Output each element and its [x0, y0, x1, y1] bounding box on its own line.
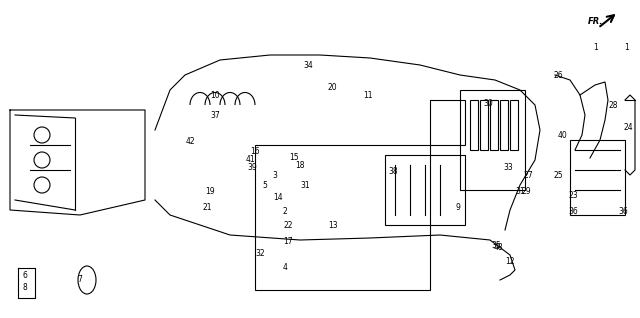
- Text: 3: 3: [273, 170, 277, 179]
- Text: 40: 40: [558, 130, 568, 140]
- Text: 34: 34: [303, 60, 313, 70]
- Text: 2: 2: [283, 208, 287, 217]
- Text: 38: 38: [388, 168, 398, 176]
- Text: 21: 21: [202, 204, 212, 212]
- Bar: [500, 100, 508, 150]
- Text: 35: 35: [491, 240, 501, 250]
- Bar: [430, 100, 465, 145]
- Text: 16: 16: [250, 148, 260, 156]
- Bar: [510, 100, 518, 150]
- Text: 12: 12: [505, 258, 515, 266]
- Text: 29: 29: [521, 188, 531, 197]
- Text: 28: 28: [608, 100, 618, 109]
- Text: 26: 26: [553, 71, 563, 80]
- Text: 27: 27: [523, 170, 533, 179]
- Text: 42: 42: [185, 137, 195, 147]
- Text: 31: 31: [300, 181, 310, 190]
- Text: 33: 33: [503, 163, 513, 172]
- Text: 14: 14: [273, 193, 283, 203]
- Text: 41: 41: [245, 156, 255, 164]
- Text: 25: 25: [553, 170, 563, 179]
- Bar: [480, 100, 488, 150]
- Text: 23: 23: [568, 190, 578, 199]
- Text: 48: 48: [493, 244, 503, 252]
- Text: 36: 36: [618, 208, 628, 217]
- Text: 8: 8: [22, 284, 28, 293]
- Bar: [460, 90, 525, 190]
- Bar: [490, 100, 498, 150]
- Bar: [470, 100, 478, 150]
- Text: 37: 37: [210, 110, 220, 120]
- Text: 1: 1: [625, 44, 629, 52]
- Text: 5: 5: [262, 181, 268, 190]
- Text: 19: 19: [205, 188, 215, 197]
- Text: 11: 11: [364, 91, 372, 100]
- Text: 30: 30: [483, 99, 493, 107]
- Text: 39: 39: [247, 163, 257, 172]
- Bar: [255, 145, 430, 290]
- Text: 36: 36: [568, 208, 578, 217]
- Text: 10: 10: [210, 91, 220, 100]
- Text: 32: 32: [255, 250, 265, 259]
- Text: 17: 17: [283, 238, 293, 246]
- Text: 18: 18: [295, 161, 305, 169]
- Text: 6: 6: [22, 271, 28, 280]
- Bar: [570, 140, 625, 215]
- Text: 13: 13: [328, 220, 338, 230]
- Text: 9: 9: [456, 204, 460, 212]
- Text: 4: 4: [283, 262, 287, 272]
- Text: 7: 7: [77, 275, 83, 285]
- Text: 15: 15: [289, 154, 299, 162]
- Bar: [385, 155, 465, 225]
- Text: 22: 22: [284, 220, 292, 230]
- Text: 1: 1: [594, 44, 598, 52]
- Text: 31: 31: [515, 188, 525, 197]
- Text: FR.: FR.: [588, 17, 604, 26]
- Text: 20: 20: [327, 84, 337, 93]
- Text: 24: 24: [623, 123, 633, 133]
